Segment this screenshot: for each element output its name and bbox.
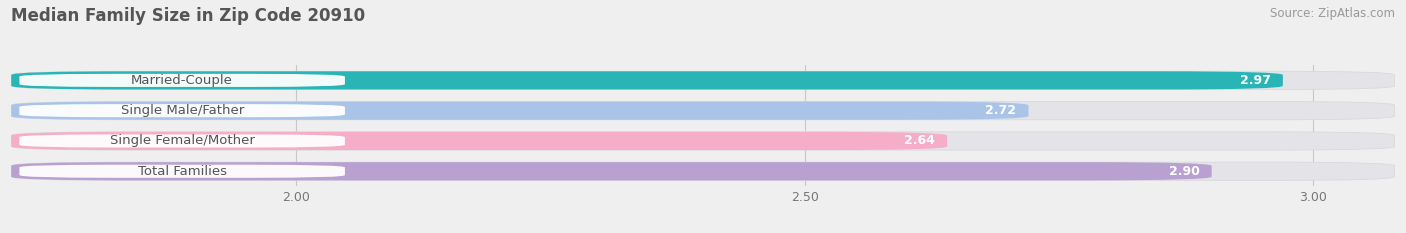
FancyBboxPatch shape [11, 132, 948, 150]
FancyBboxPatch shape [11, 71, 1282, 89]
FancyBboxPatch shape [11, 71, 1395, 89]
FancyBboxPatch shape [20, 165, 344, 178]
FancyBboxPatch shape [11, 162, 1212, 180]
FancyBboxPatch shape [11, 162, 1395, 180]
FancyBboxPatch shape [20, 74, 344, 87]
Text: 2.72: 2.72 [986, 104, 1017, 117]
Text: Married-Couple: Married-Couple [131, 74, 233, 87]
Text: Median Family Size in Zip Code 20910: Median Family Size in Zip Code 20910 [11, 7, 366, 25]
Text: Total Families: Total Families [138, 165, 226, 178]
Text: Source: ZipAtlas.com: Source: ZipAtlas.com [1270, 7, 1395, 20]
Text: Single Female/Mother: Single Female/Mother [110, 134, 254, 147]
FancyBboxPatch shape [20, 134, 344, 147]
Text: 2.64: 2.64 [904, 134, 935, 147]
FancyBboxPatch shape [11, 102, 1395, 120]
Text: 2.97: 2.97 [1240, 74, 1271, 87]
FancyBboxPatch shape [20, 104, 344, 117]
FancyBboxPatch shape [11, 132, 1395, 150]
Text: 2.90: 2.90 [1168, 165, 1199, 178]
Text: Single Male/Father: Single Male/Father [121, 104, 243, 117]
FancyBboxPatch shape [11, 102, 1029, 120]
